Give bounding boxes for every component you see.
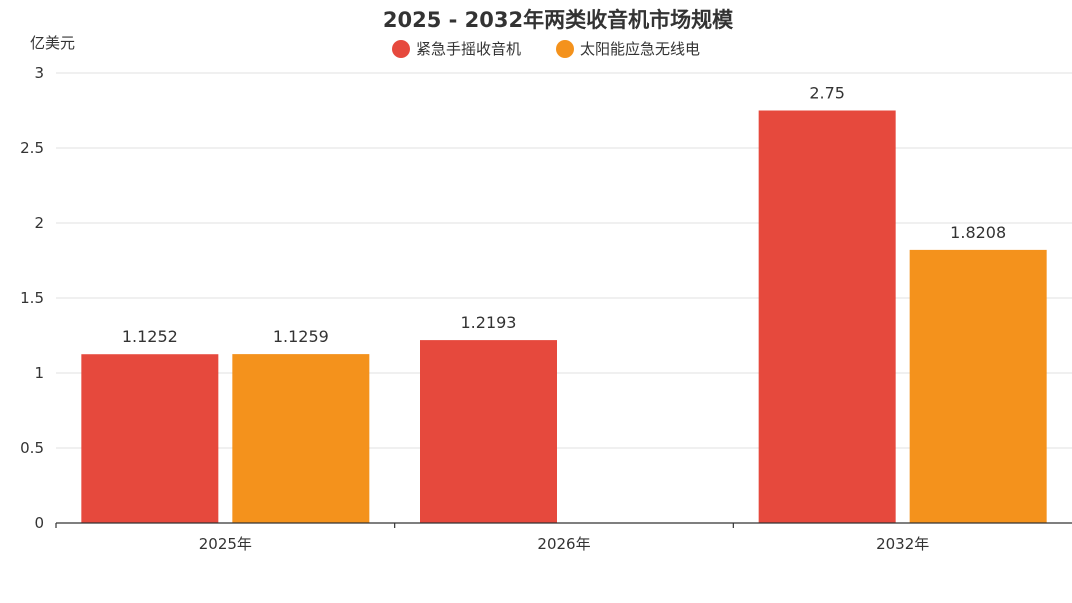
data-label: 1.1259 [273,327,329,346]
x-tick-label: 2026年 [537,535,590,553]
y-tick-label: 1.5 [20,289,44,307]
x-tick-label: 2032年 [876,535,929,553]
legend-marker-series-2 [556,40,574,58]
y-tick-label: 1 [34,364,44,382]
data-label: 1.2193 [461,313,517,332]
legend-item-series-2[interactable]: 太阳能应急无线电 [556,40,700,58]
y-axis-unit-label: 亿美元 [30,34,75,52]
bar-series-2-0[interactable] [232,354,370,523]
y-tick-label: 0 [34,514,44,532]
y-tick-label: 2 [34,214,44,232]
data-labels: 1.1252 1.1259 1.2193 2.75 1.8208 [122,84,1006,347]
bar-series-1-0[interactable] [81,354,219,523]
y-axis-ticks: 0 0.5 1 1.5 2 2.5 3 [20,64,44,532]
legend[interactable]: 紧急手摇收音机 太阳能应急无线电 [392,40,700,58]
legend-label-series-2: 太阳能应急无线电 [580,40,700,58]
legend-marker-series-1 [392,40,410,58]
bar-series-1-2[interactable] [758,110,896,524]
bars [81,110,1047,524]
bar-series-2-2[interactable] [909,249,1047,523]
x-tick-label: 2025年 [199,535,252,553]
data-label: 1.1252 [122,327,178,346]
legend-label-series-1: 紧急手摇收音机 [416,40,521,58]
y-tick-label: 3 [34,64,44,82]
data-label: 1.8208 [950,223,1006,242]
bar-series-1-1[interactable] [420,340,557,523]
gridlines [56,72,1072,449]
data-label: 2.75 [809,84,845,103]
x-axis-ticks: 2025年 2026年 2032年 [55,523,929,553]
y-tick-label: 2.5 [20,139,44,157]
y-tick-label: 0.5 [20,439,44,457]
chart-title: 2025 - 2032年两类收音机市场规模 [383,8,734,32]
legend-item-series-1[interactable]: 紧急手摇收音机 [392,40,521,58]
